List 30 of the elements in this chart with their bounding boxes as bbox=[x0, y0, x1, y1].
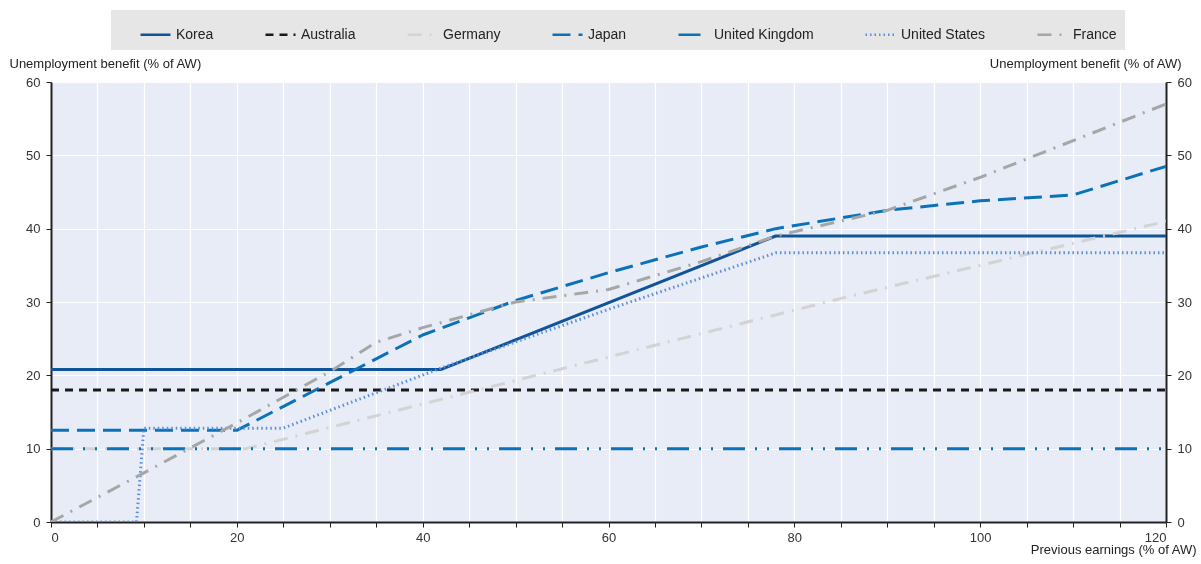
y2-tick-label: 50 bbox=[1177, 147, 1192, 163]
y-tick-label: 0 bbox=[33, 514, 41, 530]
y-tick-label: 30 bbox=[26, 294, 41, 310]
y2-tick-label: 20 bbox=[1177, 367, 1192, 383]
legend-label: Japan bbox=[588, 25, 627, 42]
x-tick-label: 0 bbox=[51, 529, 59, 545]
y-axis-title: Unemployment benefit (% of AW) bbox=[9, 55, 202, 71]
legend-label: United States bbox=[901, 25, 986, 42]
y-tick-label: 10 bbox=[26, 441, 41, 457]
y2-axis-title: Unemployment benefit (% of AW) bbox=[989, 55, 1182, 71]
line-series bbox=[51, 164, 1166, 432]
y-tick-label: 60 bbox=[26, 74, 41, 90]
y2-tick-label: 10 bbox=[1177, 441, 1192, 457]
y2-tick-label: 40 bbox=[1177, 221, 1192, 237]
y2-tick-label: 0 bbox=[1177, 514, 1185, 530]
legend-label: United Kingdom bbox=[714, 25, 814, 42]
y-tick-label: 20 bbox=[26, 367, 41, 383]
x-tick-label: 100 bbox=[969, 529, 992, 545]
y2-tick-label: 60 bbox=[1177, 74, 1192, 90]
y-tick-label: 50 bbox=[26, 147, 41, 163]
legend-label: Germany bbox=[443, 25, 501, 42]
legend-label: Australia bbox=[301, 25, 356, 42]
x-tick-label: 20 bbox=[230, 529, 245, 545]
legend-label: Korea bbox=[176, 25, 214, 42]
y2-tick-label: 30 bbox=[1177, 294, 1192, 310]
legend-label: France bbox=[1073, 25, 1117, 42]
y-tick-label: 40 bbox=[26, 221, 41, 237]
x-tick-label: 80 bbox=[787, 529, 803, 545]
x-tick-label: 40 bbox=[415, 529, 431, 545]
x-tick-label: 60 bbox=[601, 529, 617, 545]
